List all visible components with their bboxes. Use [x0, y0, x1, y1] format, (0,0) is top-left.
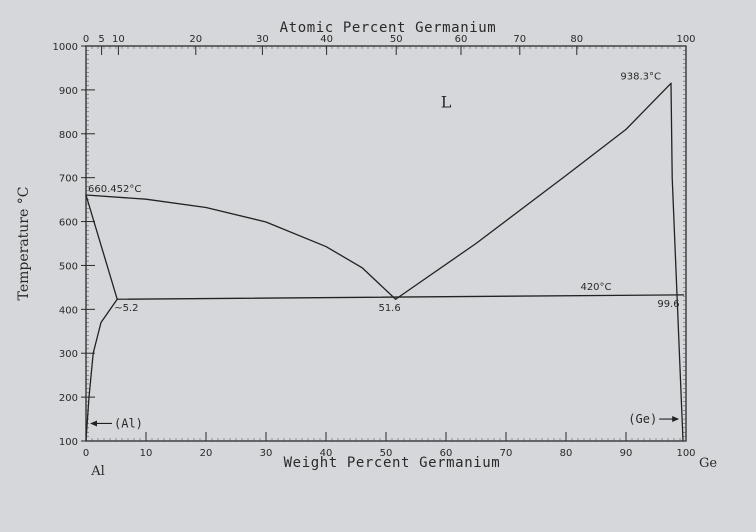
annotation-label: 99.6 [657, 299, 679, 310]
phase-boundary-0 [85, 194, 397, 300]
top-tick-label: 60 [455, 34, 468, 45]
x-tick-label: 0 [83, 448, 89, 459]
top-tick-label: 40 [320, 34, 333, 45]
top-tick-label: 70 [513, 34, 526, 45]
top-tick-label: 30 [256, 34, 269, 45]
element-label-left: Al [90, 464, 105, 479]
y-axis-title: Temperature °C [16, 187, 32, 301]
x-tick-label: 90 [620, 448, 633, 459]
phase-boundary-3 [85, 194, 118, 300]
y-tick-label: 1000 [53, 42, 78, 53]
x-tick-label: 70 [500, 448, 513, 459]
x-axis-title: Weight Percent Germanium [284, 455, 501, 471]
annotation-label: ~5.2 [114, 303, 138, 314]
top-tick-label: 80 [570, 34, 583, 45]
phase-boundary-1 [394, 82, 672, 300]
al-arrow-head [90, 420, 97, 427]
y-tick-label: 300 [59, 349, 78, 360]
x-tick-label: 10 [140, 448, 153, 459]
annotation-label: 660.452°C [88, 184, 141, 195]
y-tick-label: 100 [59, 437, 78, 448]
y-tick-label: 700 [59, 174, 78, 185]
x-tick-label: 80 [560, 448, 573, 459]
y-tick-label: 400 [59, 305, 78, 316]
x-tick-label: 40 [320, 448, 333, 459]
annotation-label: 51.6 [378, 303, 400, 314]
top-tick-label: 20 [189, 34, 202, 45]
phase-boundary-5 [670, 82, 684, 441]
x-tick-label: 30 [260, 448, 273, 459]
phase-boundary-2 [116, 294, 685, 300]
element-label-right: Ge [699, 456, 717, 471]
annotation-label: (Al) [114, 416, 143, 430]
y-tick-label: 200 [59, 393, 78, 404]
x-tick-label: 60 [440, 448, 453, 459]
y-tick-label: 900 [59, 86, 78, 97]
x-tick-label: 100 [676, 448, 695, 459]
top-tick-label: 10 [112, 34, 125, 45]
top-axis-title: Atomic Percent Germanium [280, 20, 497, 36]
annotation-label: 938.3°C [620, 71, 661, 82]
y-tick-label: 600 [59, 218, 78, 229]
y-tick-label: 500 [59, 261, 78, 272]
top-tick-label: 0 [83, 34, 89, 45]
top-tick-label: 100 [676, 34, 695, 45]
x-tick-label: 50 [380, 448, 393, 459]
top-tick-label: 50 [390, 34, 403, 45]
x-tick-label: 20 [200, 448, 213, 459]
plot-frame [85, 45, 687, 442]
top-tick-label: 5 [98, 34, 104, 45]
annotation-label: L [441, 92, 452, 111]
y-tick-label: 800 [59, 130, 78, 141]
ge-arrow-head [672, 416, 680, 423]
annotation-label: 420°C [580, 282, 611, 293]
annotation-label: (Ge) [628, 412, 657, 426]
phase-boundary-4 [85, 298, 118, 441]
